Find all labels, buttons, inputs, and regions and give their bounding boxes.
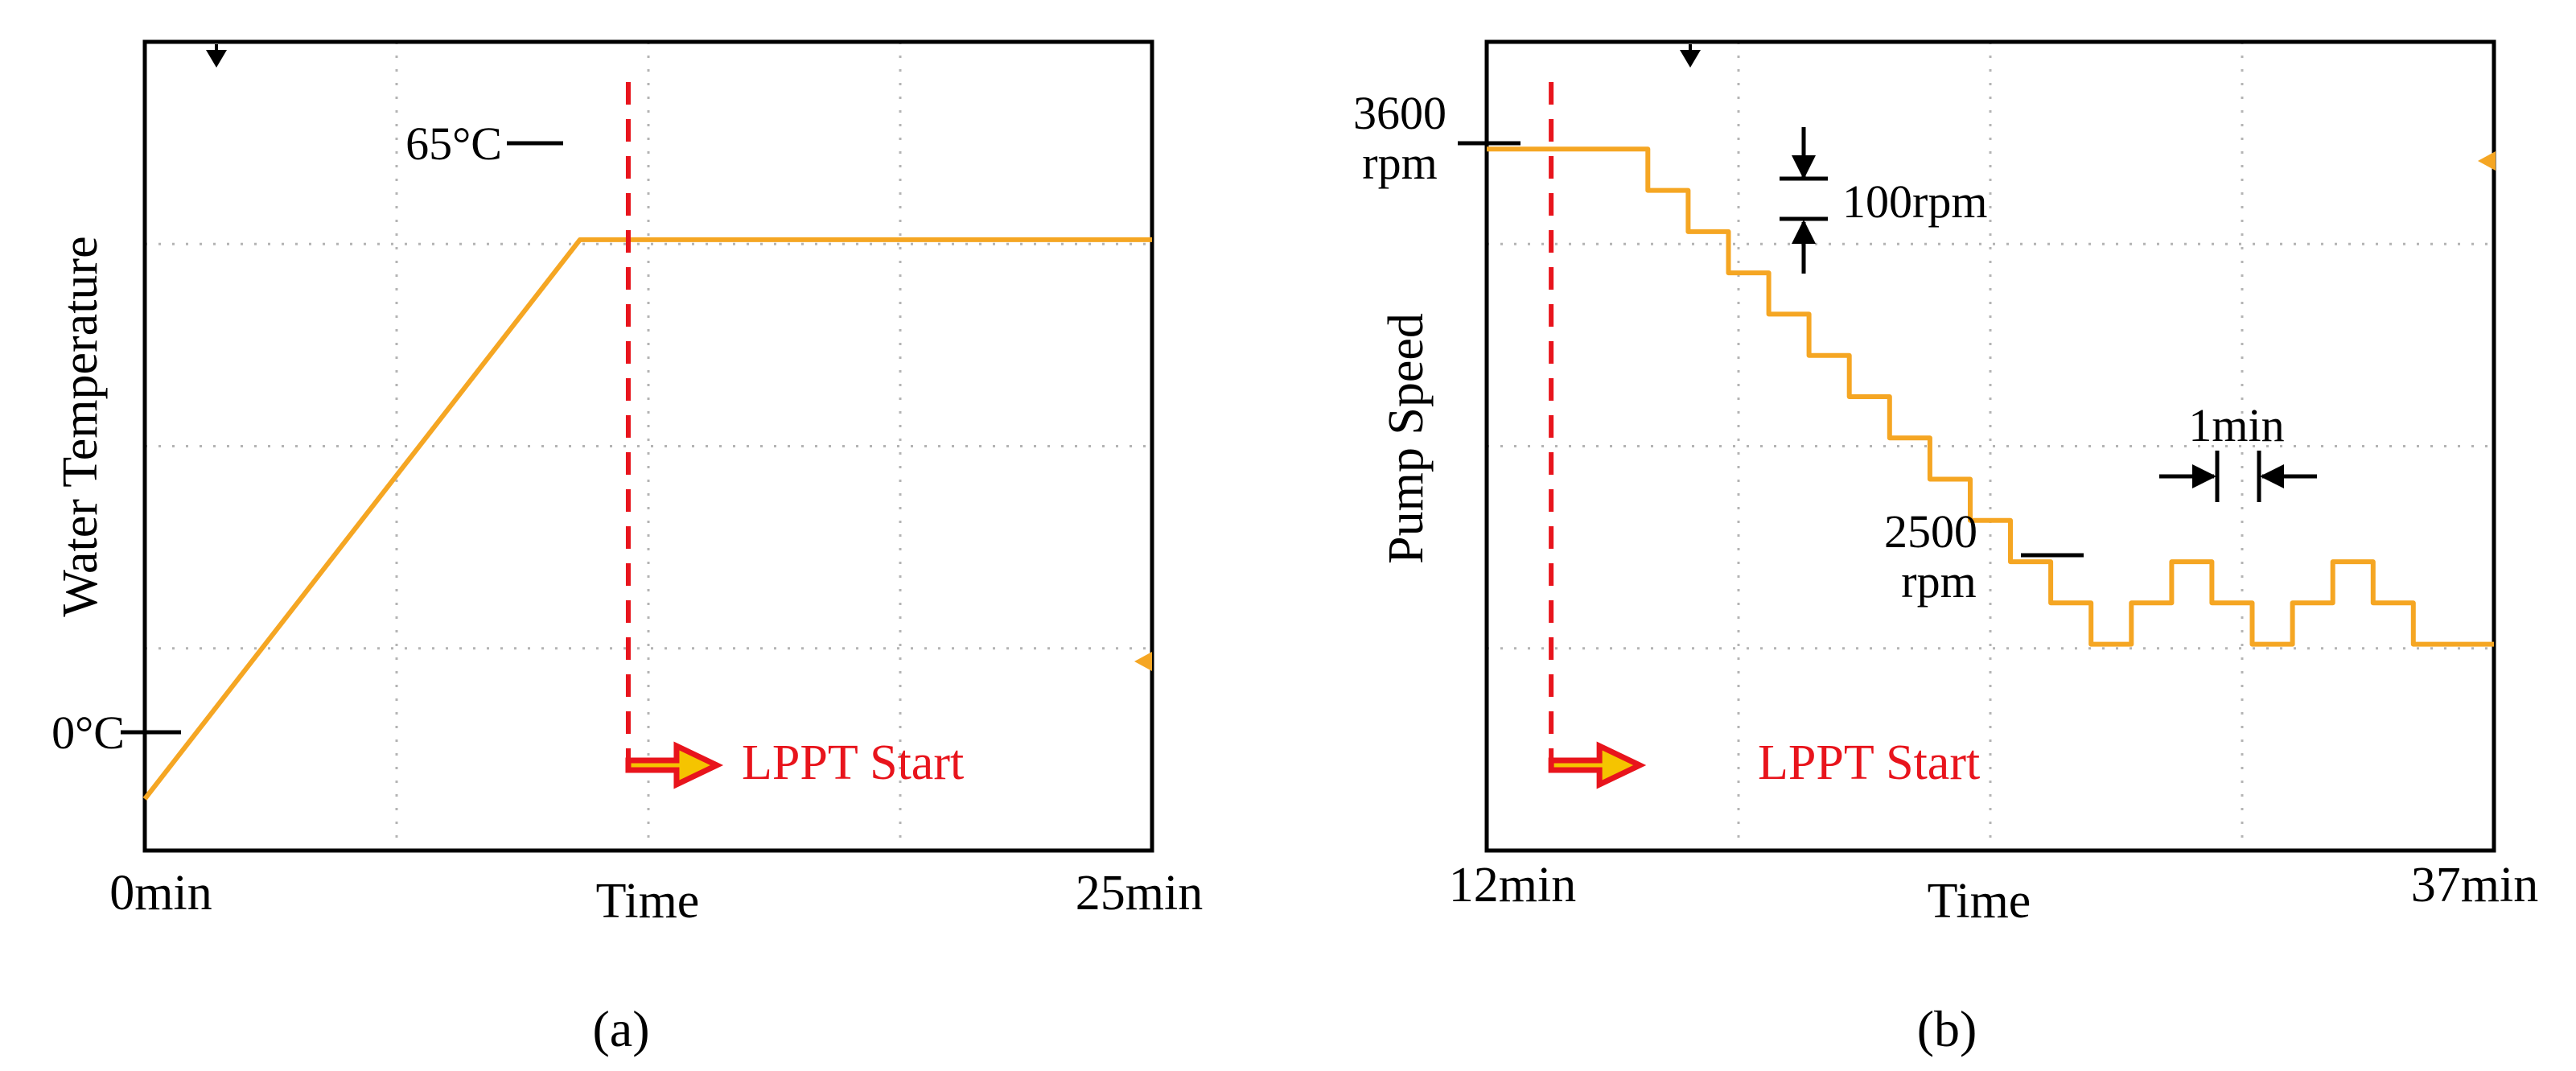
panel-b-series [1486,146,2495,647]
panel-b-start-marker [1548,82,1647,789]
panel-b-x-start-label: 12min [1449,858,1576,912]
panel-a-grid [145,42,1152,851]
panel-a-trigger-marker-icon [206,50,227,68]
panel-b-step-time-label: 1min [2188,399,2284,451]
panel-b-caption: (b) [1917,1000,1977,1057]
panel-b-bottom-level-unit: rpm [1901,555,1976,608]
panel-b-ylabel: Pump Speed [1379,313,1434,564]
panel-b-series-line [1487,146,2494,647]
panel-a-series [142,237,1153,801]
panel-b-grid [1487,42,2494,851]
panel-a-caption: (a) [592,1000,649,1057]
panel-a-series-line [142,237,1152,801]
panel-a-xlabel: Time [596,874,700,929]
panel-a-x-end-label: 25min [1076,866,1203,921]
panel-a-x-start-label: 0min [109,866,212,921]
panel-b-start-label: LPPT Start [1758,735,1980,790]
panel-b-xlabel: Time [1928,874,2031,929]
panel-b-level-marker-icon [2478,151,2496,171]
panel-a-level-marker-icon [1134,652,1152,671]
panel-b-step-size-label: 100rpm [1842,175,1987,228]
panel-a: 65°C 0°C LPPT Start Water Temperature 0m… [51,39,1203,1057]
panel-a-top-level-label: 65°C [405,117,502,170]
panel-b-trigger-marker-icon [1680,50,1701,68]
panel-a-start-arrow-icon [625,741,724,789]
panel-b-top-level-unit: rpm [1362,137,1437,189]
panel-a-start-marker [625,82,724,789]
panel-b: 3600 rpm 2500 rpm 100rpm 1min LPPT Start… [1353,39,2538,1057]
panel-a-bottom-level-label: 0°C [51,706,125,759]
panel-b-bottom-level-value: 2500 [1884,505,1977,558]
panel-a-ylabel: Water Temperature [53,236,108,616]
panel-b-frame [1484,39,2496,853]
panel-b-top-level-value: 3600 [1353,87,1446,139]
panel-a-start-label: LPPT Start [742,735,964,790]
panel-b-x-end-label: 37min [2411,858,2538,912]
panel-a-frame [142,39,1154,853]
panel-b-start-arrow-icon [1548,741,1647,789]
